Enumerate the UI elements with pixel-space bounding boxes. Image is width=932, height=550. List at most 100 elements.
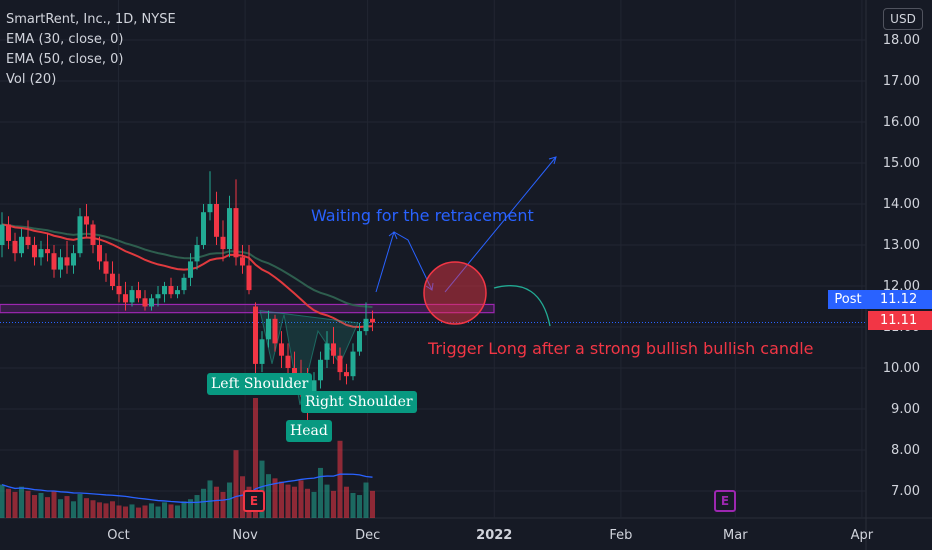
head-label[interactable]: Head [286, 420, 332, 442]
candle-body [142, 298, 148, 307]
candle-body [311, 380, 317, 393]
volume-bar [84, 498, 89, 518]
volume-bar [38, 492, 44, 518]
candle-body [292, 368, 297, 377]
volume-bar [214, 486, 219, 518]
candle-body [58, 257, 63, 270]
candle-body [136, 290, 141, 299]
volume-bar [71, 501, 76, 518]
candle-body [71, 253, 76, 266]
candle-body [38, 249, 44, 258]
candle-body [207, 204, 213, 213]
volume-bar [331, 490, 336, 518]
candle-body [227, 208, 232, 250]
ema50-legend: EMA (50, close, 0) [6, 52, 124, 67]
entry-zone-circle [423, 261, 487, 325]
candle-body [370, 318, 375, 323]
x-tick-label: Apr [851, 528, 874, 543]
candle-body [266, 318, 271, 340]
candle-body [168, 286, 174, 295]
symbol-title: SmartRent, Inc., 1D, NYSE [6, 12, 176, 27]
candle-body [272, 318, 278, 344]
volume-bar [253, 398, 258, 518]
volume-bar [201, 488, 206, 518]
volume-bar [58, 499, 63, 518]
volume-bar [142, 505, 148, 518]
volume-bar [149, 503, 154, 518]
y-tick-label: 16.00 [883, 115, 920, 130]
volume-bar [90, 500, 96, 518]
candle-body [331, 343, 336, 356]
volume-bar [370, 490, 375, 518]
candle-body [129, 290, 135, 303]
volume-bar [350, 492, 356, 518]
volume-bar [298, 480, 304, 518]
candle-body [279, 343, 284, 356]
volume-bar [19, 486, 24, 518]
volume-bar [136, 507, 141, 518]
volume-bar [0, 484, 5, 518]
volume-bar [311, 491, 317, 518]
volume-bar [116, 505, 122, 518]
candle-body [84, 216, 89, 225]
right-shoulder-label[interactable]: Right Shoulder [301, 391, 417, 413]
volume-bar [305, 488, 310, 518]
volume-bar [175, 505, 180, 518]
volume-bar [51, 490, 57, 518]
candle-body [12, 240, 18, 254]
candle-body [32, 245, 37, 258]
volume-bar [129, 504, 135, 518]
candle-body [90, 224, 96, 245]
volume-bar [45, 497, 50, 518]
volume-bar [194, 495, 200, 518]
volume-bar [259, 460, 265, 518]
candle-body [285, 355, 291, 368]
volume-bar [123, 506, 128, 518]
target-arrow [444, 156, 557, 293]
candle-body [0, 224, 5, 245]
y-tick-label: 7.00 [891, 484, 920, 499]
volume-bar [337, 440, 343, 518]
candle-body [201, 212, 206, 245]
projection-arc [493, 285, 551, 327]
volume-bar [357, 495, 362, 518]
post-market-label: Post [828, 290, 868, 309]
chart-legend: SmartRent, Inc., 1D, NYSE EMA (30, close… [6, 10, 176, 90]
candle-body [246, 265, 252, 291]
left-shoulder-label[interactable]: Left Shoulder [207, 373, 313, 395]
volume-bar [344, 486, 349, 518]
candle-body [194, 245, 200, 262]
candle-body [233, 208, 239, 258]
volume-bar [25, 490, 31, 518]
volume-bar [285, 484, 291, 518]
volume-bar [103, 503, 109, 518]
y-tick-label: 13.00 [883, 238, 920, 253]
y-tick-label: 9.00 [891, 402, 920, 417]
candle-body [363, 318, 369, 332]
volume-bar [220, 491, 226, 518]
candle-body [116, 286, 122, 295]
volume-bar [6, 488, 11, 518]
volume-bar [155, 506, 161, 518]
volume-bar [97, 502, 102, 518]
candle-body [45, 249, 50, 254]
candle-body [123, 294, 128, 303]
candle-body [51, 253, 57, 270]
x-tick-label: Nov [232, 528, 258, 543]
candle-body [175, 290, 180, 295]
candle-body [25, 236, 31, 245]
currency-badge[interactable]: USD [883, 8, 923, 30]
candle-body [155, 294, 161, 299]
trigger-note[interactable]: Trigger Long after a strong bullish bull… [428, 339, 814, 358]
arrow-head [425, 282, 434, 291]
volume-bar [162, 502, 167, 518]
ema30-line [1, 223, 373, 328]
earnings-marker-past[interactable]: E [243, 490, 265, 512]
x-tick-label: 2022 [476, 528, 512, 543]
waiting-note[interactable]: Waiting for the retracement [311, 206, 534, 225]
earnings-marker-upcoming[interactable]: E [714, 490, 736, 512]
candle-body [97, 245, 102, 262]
candle-body [214, 204, 219, 237]
volume-legend: Vol (20) [6, 72, 57, 87]
